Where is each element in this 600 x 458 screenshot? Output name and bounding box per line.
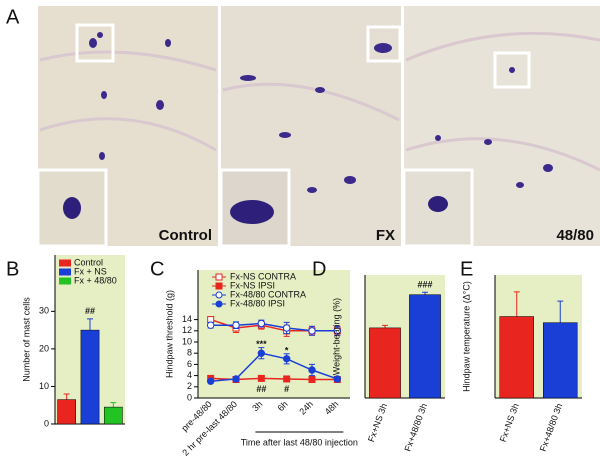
marker (282, 355, 291, 363)
legend-label: Fx-48/80 IPSI (230, 298, 285, 308)
annotation: ## (85, 306, 95, 316)
annotation: *** (256, 339, 267, 349)
marker (257, 319, 266, 328)
marker (308, 327, 316, 335)
panel-label: A (6, 6, 20, 28)
marker (257, 374, 265, 382)
legend-marker (215, 282, 223, 290)
line (210, 322, 338, 332)
plot-background (198, 270, 350, 398)
y-tick-label: 4 (187, 370, 192, 380)
panel-a-images (36, 6, 600, 248)
annotation: ### (417, 280, 432, 290)
y-tick-label: 12 (182, 325, 192, 335)
bar (57, 399, 77, 425)
bar (543, 322, 578, 399)
legend-label: Fx-48/80 CONTRA (230, 289, 306, 299)
insets (36, 168, 474, 248)
bar (499, 316, 534, 399)
line (210, 352, 338, 382)
marker (232, 321, 240, 329)
y-tick-label: 8 (187, 348, 192, 358)
marker (257, 349, 266, 357)
legend-label: Fx + 48/80 (74, 275, 117, 285)
panel-label: E (460, 258, 473, 280)
marker (282, 324, 291, 332)
panel-label: D (312, 258, 326, 280)
caption: Control (159, 227, 212, 244)
y-axis-label: Hindpaw temperature (Δ°C) (461, 281, 471, 392)
caption: 48/80 (556, 227, 594, 244)
marker (232, 375, 240, 383)
x-tick-label: Fx+48/80 3h (403, 402, 430, 453)
panel-label: C (150, 258, 164, 280)
bar (103, 406, 123, 425)
legend-label: Control (74, 257, 103, 267)
x-group-label: Time after last 48/80 injection (241, 437, 358, 447)
annotation: # (284, 384, 289, 394)
legend-label: Fx + NS (74, 266, 107, 276)
legend-marker (215, 273, 223, 281)
legend-marker (215, 291, 223, 299)
legend-swatch (59, 277, 71, 285)
y-tick-label: 0 (187, 392, 192, 402)
legend-label: Fx-NS IPSI (230, 280, 275, 290)
x-tick-label: Fx+48/80 3h (538, 402, 565, 453)
bar (369, 327, 401, 399)
y-axis-label: Number of mast cells (21, 297, 31, 382)
annotation: ## (256, 384, 266, 394)
y-axis-label: Hindpaw threshold (g) (164, 290, 174, 378)
y-tick-label: 30 (39, 306, 49, 316)
legend-swatch (59, 268, 71, 276)
legend-swatch (59, 259, 71, 267)
y-axis-label: Weight-bearing (%) (331, 298, 341, 375)
x-tick-label: 6h (276, 399, 290, 413)
legend-label: Fx-NS CONTRA (230, 271, 296, 281)
legend-marker (215, 300, 223, 308)
y-tick-label: 14 (182, 314, 192, 324)
tissue (39, 31, 600, 172)
cells (89, 32, 553, 193)
bar (80, 329, 100, 425)
marker (283, 375, 291, 383)
annotation: * (285, 345, 289, 355)
x-tick-label: Fx+NS 3h (366, 402, 389, 443)
marker (333, 375, 342, 383)
y-tick-label: 6 (187, 359, 192, 369)
inset-cells (63, 196, 448, 224)
y-tick-label: 0 (44, 418, 49, 428)
marker (333, 327, 342, 335)
marker (308, 376, 316, 384)
x-tick-label: Fx+NS 3h (498, 402, 521, 443)
y-tick-label: 2 (187, 381, 192, 391)
marker (308, 366, 316, 374)
bar (409, 294, 441, 399)
zoom-boxes (75, 23, 531, 89)
x-tick-label: 48h (323, 399, 341, 417)
marker (206, 321, 215, 329)
y-tick-label: 10 (182, 336, 192, 346)
marker (206, 377, 215, 385)
x-tick-label: 3h (250, 399, 264, 413)
y-tick-label: 10 (39, 381, 49, 391)
x-tick-label: 24h (297, 399, 315, 417)
caption: FX (376, 227, 395, 244)
y-tick-label: 20 (39, 343, 49, 353)
panel-label: B (6, 258, 19, 280)
